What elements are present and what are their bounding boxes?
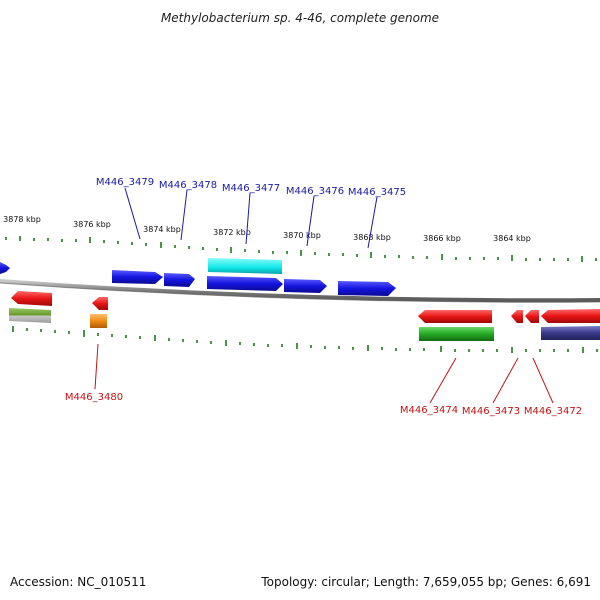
gene-arrow-m446-3480[interactable]	[92, 297, 108, 310]
scale-label: 3878 kbp	[3, 215, 41, 224]
olive-feature[interactable]	[9, 308, 51, 323]
gene-arrow-m446-3472[interactable]	[541, 309, 600, 323]
genome-backbone	[0, 279, 600, 303]
orange-feature[interactable]	[90, 314, 107, 328]
gene-arrow-m446-3474[interactable]	[418, 310, 492, 323]
gene-label-m446-3472[interactable]: M446_3472	[524, 406, 582, 417]
scale-label: 3870 kbp	[283, 231, 321, 240]
scale-label: 3864 kbp	[493, 234, 531, 243]
accession-text: Accession: NC_010511	[10, 575, 146, 589]
gene-arrow-blue[interactable]	[0, 262, 10, 274]
gene-label-m446-3479[interactable]: M446_3479	[96, 177, 154, 188]
gene-arrow-m446-3477[interactable]	[207, 276, 283, 291]
bottom-gene-labels: M446_3480 M446_3474 M446_3473 M446_3472	[65, 392, 582, 417]
gene-arrow-m446-3476[interactable]	[284, 279, 327, 293]
gene-label-m446-3474[interactable]: M446_3474	[400, 405, 458, 416]
scale-label: 3872 kbp	[213, 228, 251, 237]
bottom-leader-lines	[94, 343, 554, 404]
top-gene-labels: M446_3479 M446_3478 M446_3477 M446_3476 …	[96, 177, 406, 198]
genome-summary-text: Topology: circular; Length: 7,659,055 bp…	[260, 575, 591, 589]
lower-scale-ticks	[12, 326, 598, 353]
gene-arrow-m446-3475[interactable]	[338, 281, 396, 296]
genome-title: Methylobacterium sp. 4-46, complete geno…	[161, 11, 439, 25]
green-feature[interactable]	[419, 327, 494, 341]
gene-label-m446-3473[interactable]: M446_3473	[462, 406, 520, 417]
gene-label-m446-3478[interactable]: M446_3478	[159, 180, 217, 191]
gene-arrow-m446-3479[interactable]	[112, 270, 163, 284]
top-leader-lines	[124, 187, 378, 249]
scale-label: 3874 kbp	[143, 225, 181, 234]
scale-label: 3868 kbp	[353, 233, 391, 242]
gene-label-m446-3475[interactable]: M446_3475	[348, 187, 406, 198]
scale-labels: 3878 kbp 3876 kbp 3874 kbp 3872 kbp 3870…	[3, 215, 531, 243]
gene-arrow-red[interactable]	[11, 291, 52, 306]
gene-arrow-m446-3478[interactable]	[164, 273, 195, 287]
gene-label-m446-3476[interactable]: M446_3476	[286, 186, 344, 197]
cyan-feature[interactable]	[208, 258, 282, 274]
gene-label-m446-3480[interactable]: M446_3480	[65, 392, 123, 403]
navy-feature[interactable]	[541, 326, 600, 340]
scale-label: 3876 kbp	[73, 220, 111, 229]
gene-arrow-m446-3473[interactable]	[511, 310, 523, 323]
forward-strand-genes	[0, 262, 396, 296]
secondary-features	[9, 308, 600, 341]
upper-scale-ticks	[5, 236, 597, 262]
gene-arrow-red-small[interactable]	[525, 310, 539, 323]
gene-label-m446-3477[interactable]: M446_3477	[222, 183, 280, 194]
reverse-strand-genes	[11, 291, 600, 323]
scale-label: 3866 kbp	[423, 234, 461, 243]
